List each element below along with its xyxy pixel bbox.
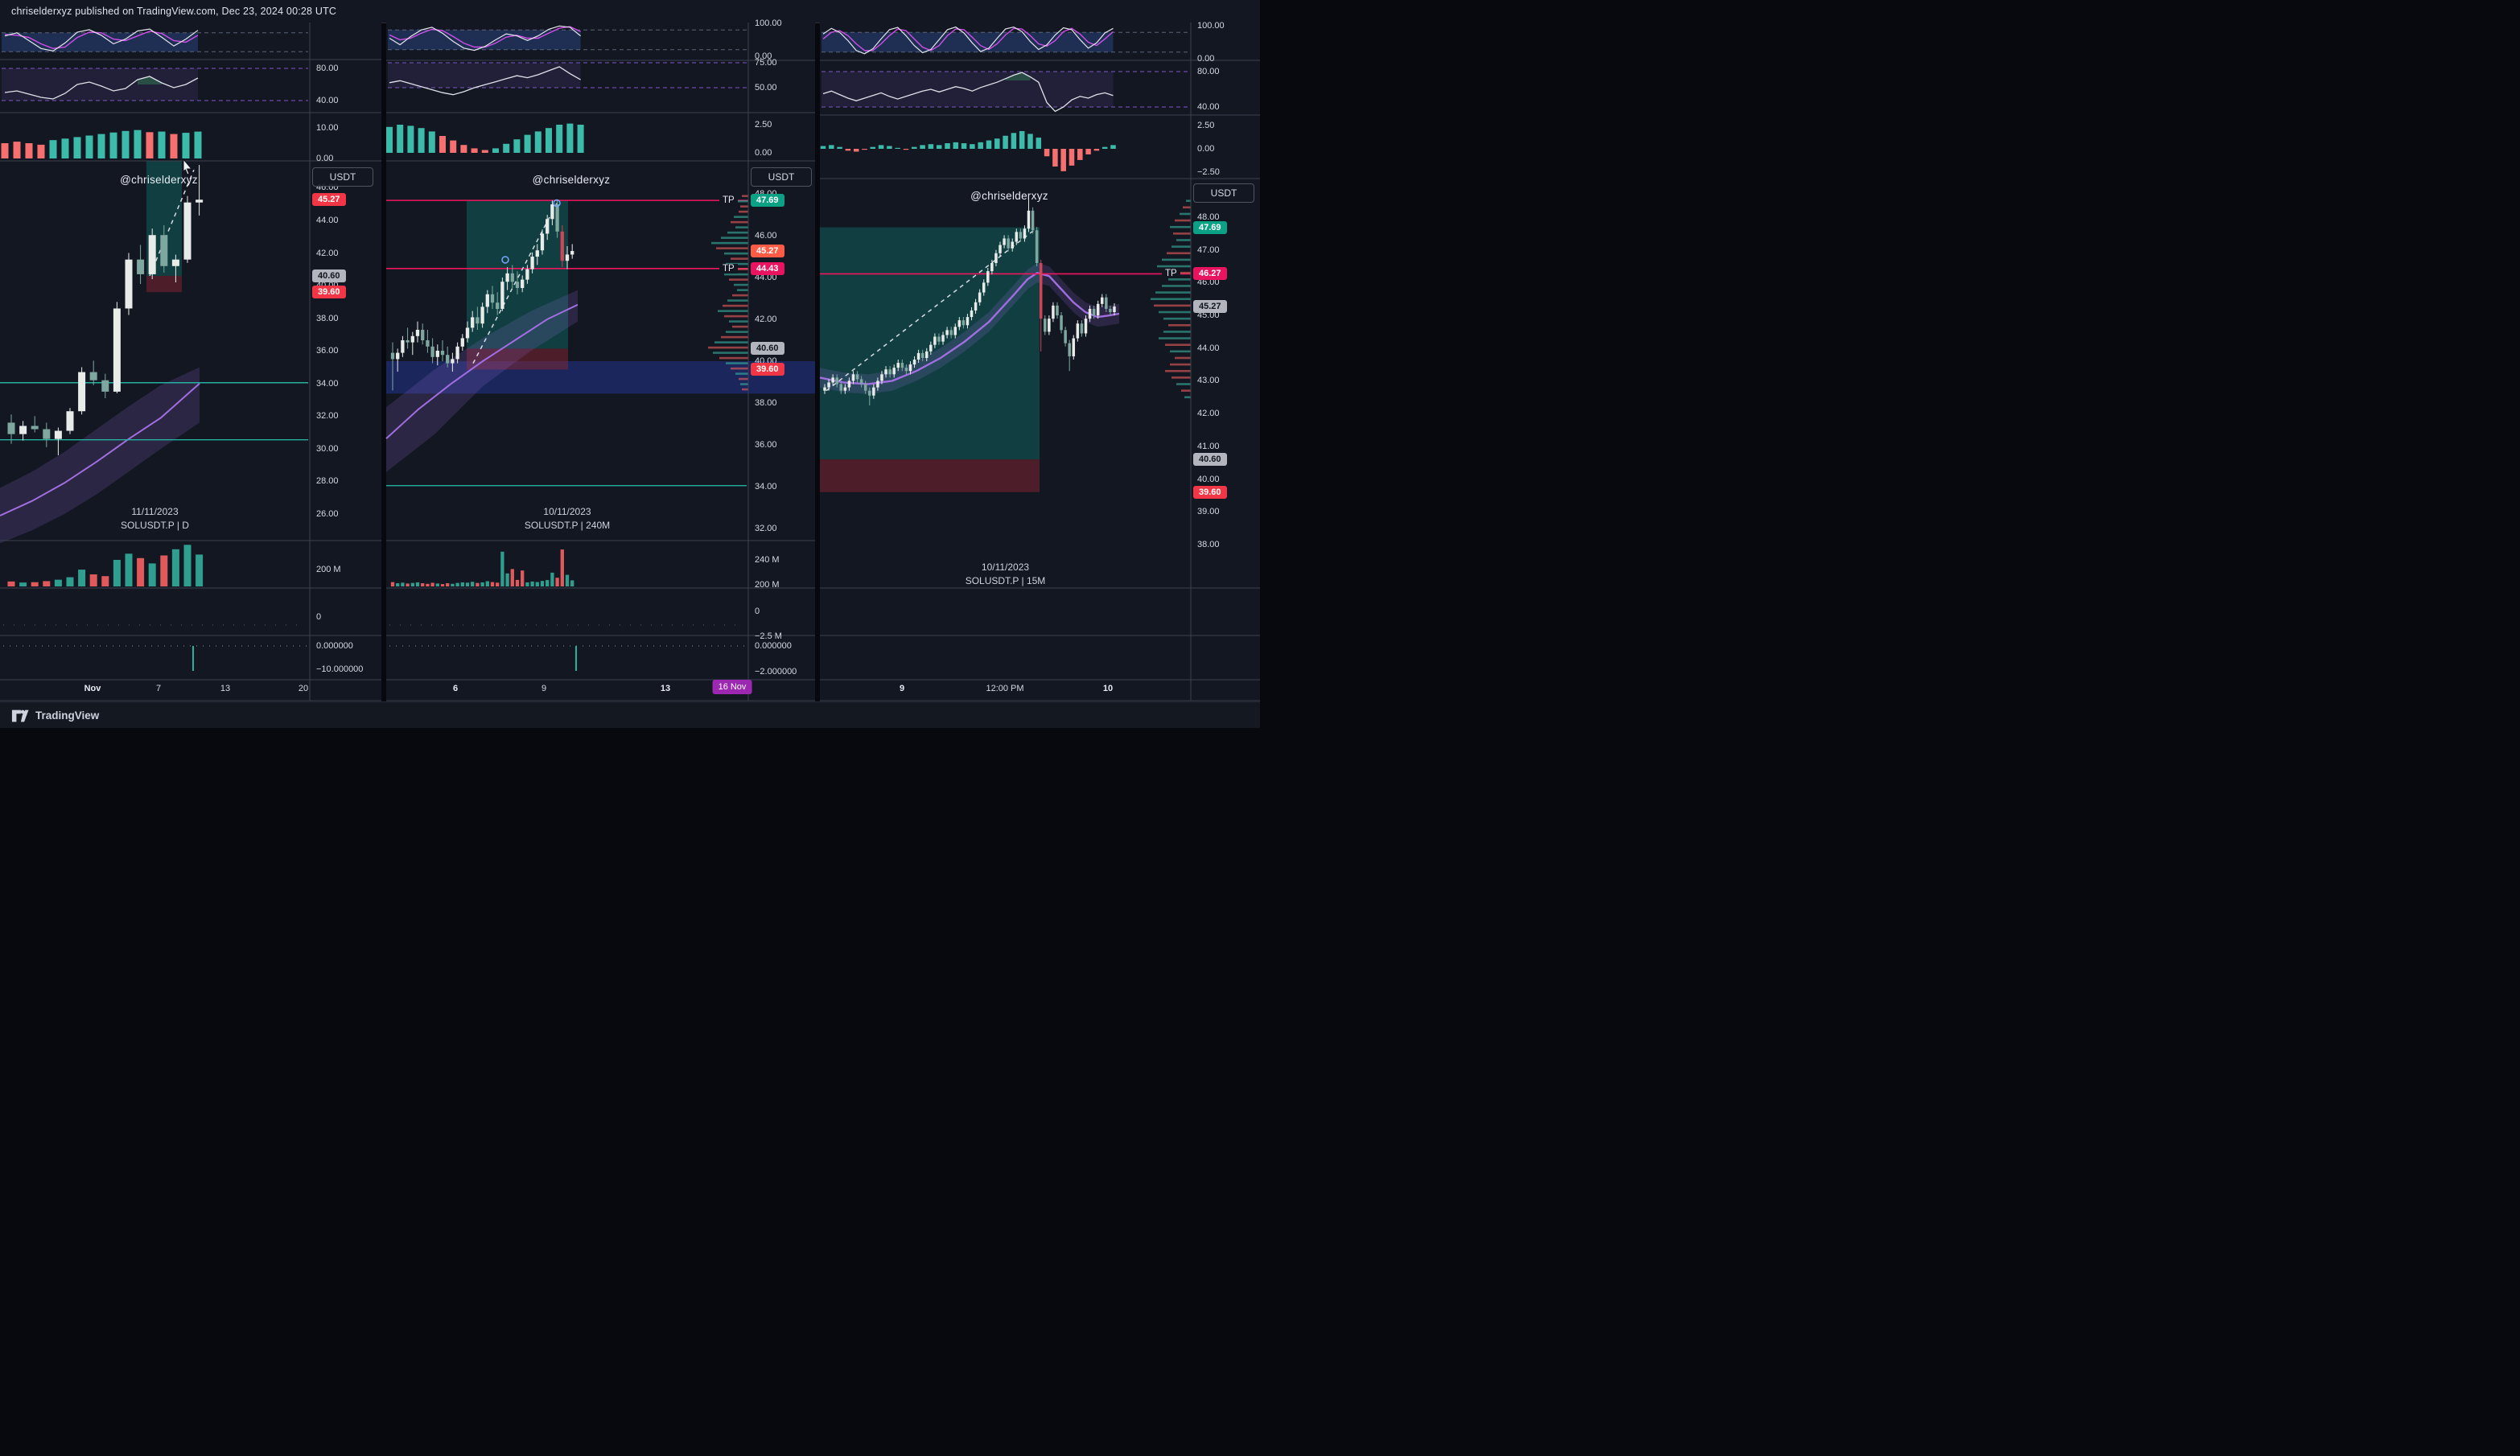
tradingview-published-chart: { "header": { "title": "chriselderxyz pu… <box>0 0 1260 728</box>
ma-band <box>0 367 200 544</box>
macd-pane <box>386 123 584 153</box>
stochastic-pane <box>821 26 1189 55</box>
chart-column-15M[interactable] <box>819 23 1260 701</box>
footer-brand[interactable]: TradingView <box>35 709 100 722</box>
charts-canvas[interactable] <box>0 0 1260 728</box>
ma-line <box>0 383 200 516</box>
ma-line <box>385 303 579 439</box>
ma-band <box>386 290 578 472</box>
trend-dashed-line[interactable] <box>149 169 195 277</box>
long-position-stop-box[interactable] <box>146 275 182 293</box>
currency-button[interactable]: USDT <box>751 167 812 187</box>
candles-layer <box>7 165 204 455</box>
stochastic-pane <box>2 28 308 52</box>
footer-bar: TradingView <box>0 701 1260 728</box>
currency-button[interactable]: USDT <box>1193 183 1254 203</box>
volume-pane <box>7 545 204 586</box>
blue-zone <box>386 360 815 394</box>
long-position-stop-box[interactable] <box>467 348 568 370</box>
stochastic-pane <box>388 25 747 51</box>
price-pane[interactable] <box>385 199 815 487</box>
macd-pane <box>820 130 1116 171</box>
ma-line <box>819 271 1120 385</box>
rsi-pane <box>388 62 747 96</box>
ma-band <box>820 263 1119 394</box>
currency-button[interactable]: USDT <box>312 167 373 187</box>
pane-dividers[interactable] <box>0 23 381 701</box>
chart-column-D[interactable] <box>0 23 381 701</box>
mouse-cursor <box>183 158 193 175</box>
chart-column-240M[interactable] <box>385 23 815 701</box>
trend-dashed-line[interactable] <box>472 203 558 364</box>
long-position-stop-box[interactable] <box>820 459 1040 492</box>
entry-marker <box>553 199 561 208</box>
macd-pane <box>1 130 202 158</box>
volume-profile <box>1151 199 1191 399</box>
pane-dividers[interactable] <box>820 23 1260 701</box>
indicator-pane-5 <box>3 645 307 671</box>
volume-pane <box>390 549 574 586</box>
tradingview-logo-icon[interactable] <box>11 708 29 724</box>
entry-marker <box>501 256 509 264</box>
publish-caption: chriselderxyz published on TradingView.c… <box>11 6 337 17</box>
rsi-pane <box>2 68 308 101</box>
candles-layer <box>823 199 1116 405</box>
pane-dividers[interactable] <box>386 23 815 701</box>
indicator-pane-5 <box>389 645 745 671</box>
trend-dashed-line[interactable] <box>826 229 1035 392</box>
candles-layer <box>390 199 574 391</box>
rsi-pane <box>821 71 1189 113</box>
price-pane[interactable] <box>819 227 1191 492</box>
long-position-profit-box[interactable] <box>820 227 1040 460</box>
